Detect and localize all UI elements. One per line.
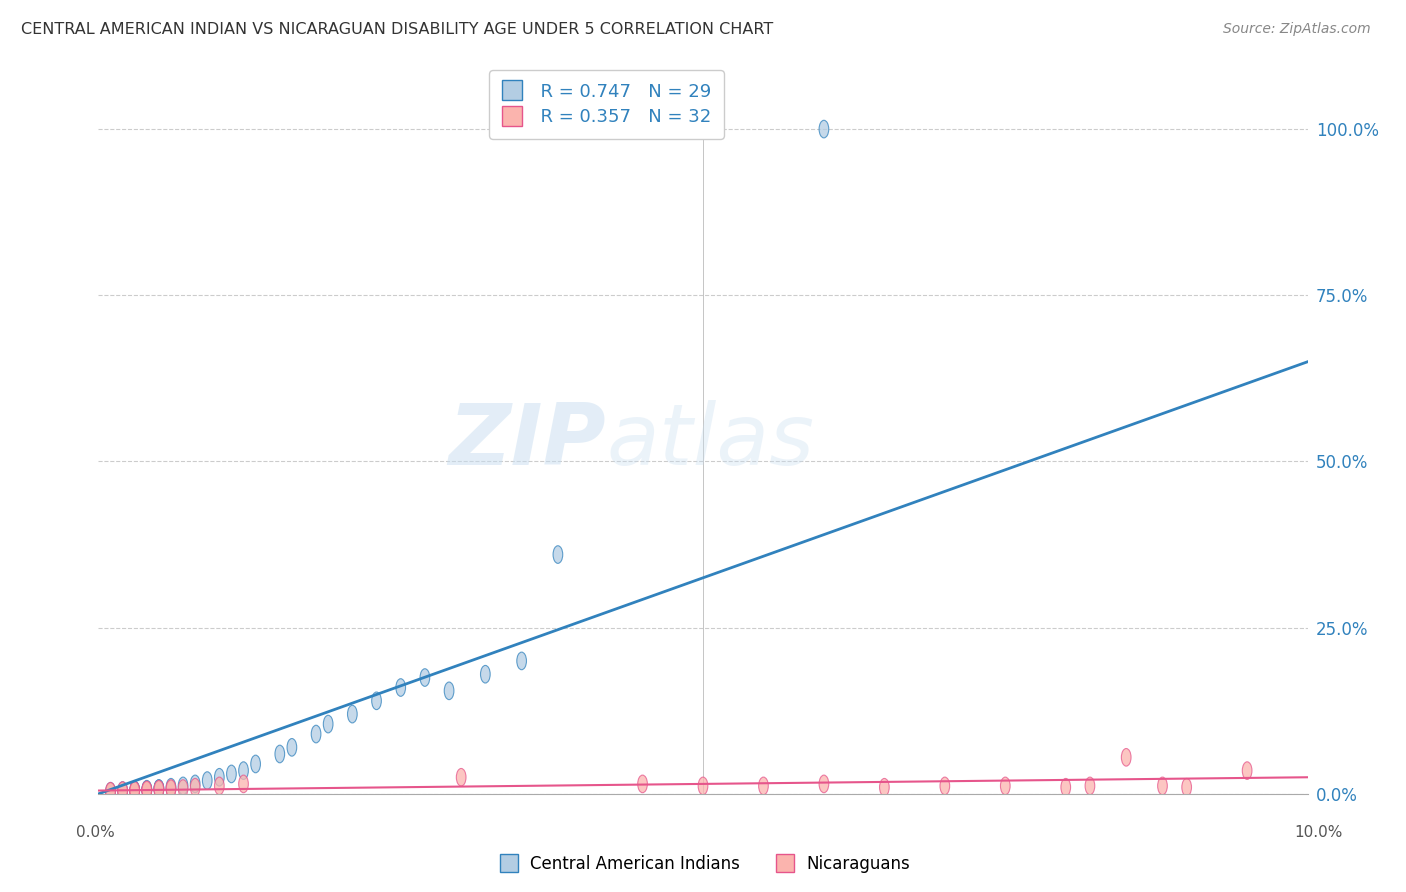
Ellipse shape: [142, 781, 152, 799]
Ellipse shape: [311, 725, 321, 743]
Legend:   R = 0.747   N = 29,   R = 0.357   N = 32: R = 0.747 N = 29, R = 0.357 N = 32: [489, 70, 724, 138]
Ellipse shape: [553, 546, 562, 564]
Ellipse shape: [226, 765, 236, 783]
Ellipse shape: [155, 780, 163, 797]
Ellipse shape: [142, 781, 152, 798]
Ellipse shape: [759, 777, 768, 795]
Ellipse shape: [155, 780, 163, 797]
Ellipse shape: [142, 780, 152, 798]
Ellipse shape: [1062, 779, 1070, 796]
Ellipse shape: [166, 780, 176, 797]
Text: CENTRAL AMERICAN INDIAN VS NICARAGUAN DISABILITY AGE UNDER 5 CORRELATION CHART: CENTRAL AMERICAN INDIAN VS NICARAGUAN DI…: [21, 22, 773, 37]
Ellipse shape: [129, 781, 139, 799]
Ellipse shape: [1001, 777, 1010, 795]
Ellipse shape: [323, 715, 333, 733]
Ellipse shape: [1243, 762, 1251, 780]
Ellipse shape: [1182, 779, 1191, 796]
Ellipse shape: [129, 781, 139, 798]
Ellipse shape: [396, 679, 405, 697]
Ellipse shape: [820, 120, 828, 138]
Ellipse shape: [1085, 777, 1095, 795]
Ellipse shape: [1122, 748, 1130, 766]
Ellipse shape: [155, 780, 163, 798]
Ellipse shape: [820, 775, 828, 793]
Ellipse shape: [287, 739, 297, 756]
Ellipse shape: [371, 692, 381, 710]
Ellipse shape: [179, 777, 188, 795]
Ellipse shape: [118, 781, 128, 799]
Ellipse shape: [190, 779, 200, 796]
Ellipse shape: [239, 762, 249, 780]
Ellipse shape: [202, 772, 212, 789]
Ellipse shape: [517, 652, 526, 670]
Ellipse shape: [699, 777, 707, 795]
Ellipse shape: [105, 783, 115, 801]
Ellipse shape: [347, 706, 357, 723]
Ellipse shape: [638, 775, 647, 793]
Ellipse shape: [239, 775, 249, 793]
Ellipse shape: [250, 756, 260, 772]
Ellipse shape: [142, 781, 152, 798]
Ellipse shape: [1157, 777, 1167, 795]
Ellipse shape: [481, 665, 491, 683]
Text: 10.0%: 10.0%: [1295, 825, 1343, 840]
Text: ZIP: ZIP: [449, 400, 606, 483]
Text: Source: ZipAtlas.com: Source: ZipAtlas.com: [1223, 22, 1371, 37]
Ellipse shape: [941, 777, 949, 795]
Text: atlas: atlas: [606, 400, 814, 483]
Text: 0.0%: 0.0%: [76, 825, 115, 840]
Ellipse shape: [105, 782, 115, 800]
Ellipse shape: [420, 669, 430, 686]
Ellipse shape: [129, 782, 139, 800]
Ellipse shape: [118, 781, 128, 799]
Ellipse shape: [215, 768, 224, 786]
Legend: Central American Indians, Nicaraguans: Central American Indians, Nicaraguans: [489, 848, 917, 880]
Ellipse shape: [880, 779, 889, 796]
Ellipse shape: [155, 781, 163, 798]
Ellipse shape: [105, 782, 115, 800]
Ellipse shape: [142, 781, 152, 799]
Ellipse shape: [179, 780, 188, 797]
Ellipse shape: [118, 782, 128, 800]
Ellipse shape: [276, 745, 284, 763]
Ellipse shape: [215, 777, 224, 795]
Ellipse shape: [166, 779, 176, 796]
Ellipse shape: [129, 781, 139, 799]
Ellipse shape: [444, 682, 454, 699]
Ellipse shape: [457, 768, 465, 786]
Ellipse shape: [166, 780, 176, 798]
Ellipse shape: [190, 775, 200, 793]
Ellipse shape: [129, 781, 139, 799]
